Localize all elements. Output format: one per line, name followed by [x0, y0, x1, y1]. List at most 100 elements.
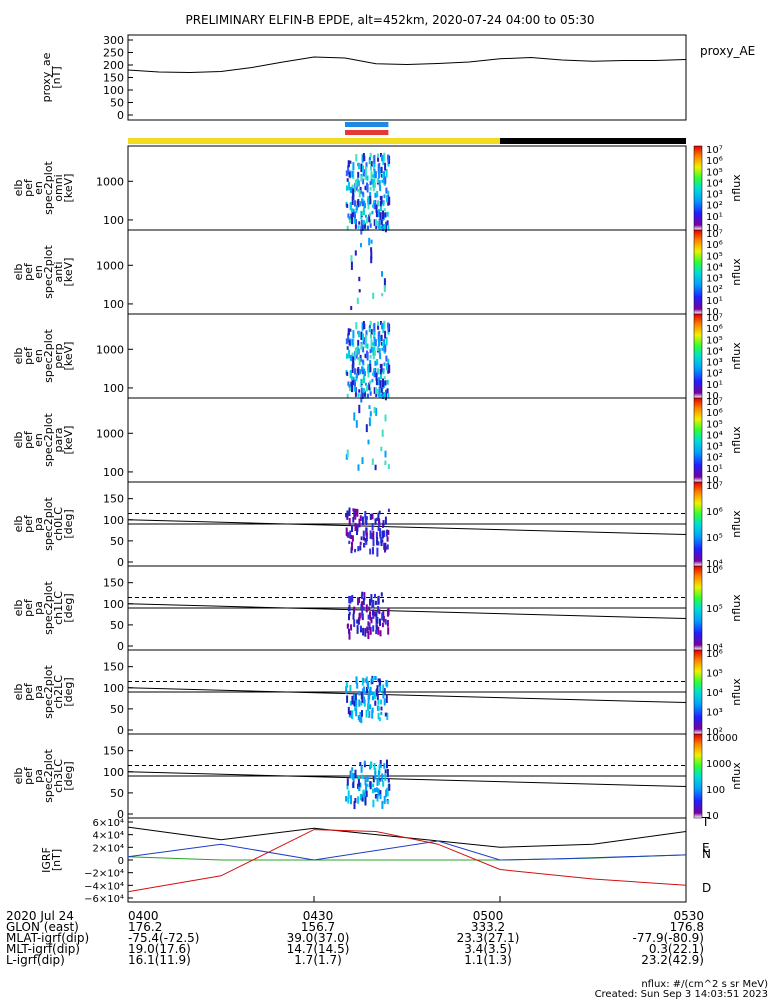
spec-pixel: [380, 393, 383, 397]
spec-pixel: [366, 175, 369, 181]
spec-pixel: [359, 625, 362, 630]
ytick-igrf-5: 4×10⁴: [93, 831, 124, 842]
spec-pixel: [358, 276, 361, 282]
cb-tick-omni-6: 10⁶: [706, 156, 723, 167]
spec-pixel: [383, 171, 385, 181]
spec-pixel: [382, 781, 385, 787]
spec-pixel: [362, 207, 365, 216]
spec-pixel: [371, 709, 374, 719]
footer-val-4-3: 23.2(42.9): [641, 953, 704, 967]
spec-pixel: [369, 223, 372, 228]
spec-pixel: [385, 337, 388, 346]
spec-pixel: [363, 686, 366, 695]
spec-pixel: [357, 199, 360, 208]
spec-pixel: [373, 368, 375, 373]
spec-pixel: [348, 384, 351, 388]
spec-pixel: [373, 154, 376, 164]
spec-pixel: [366, 626, 369, 632]
cb-tick-ch0-1: 10⁵: [706, 533, 723, 544]
cb-tick-omni-3: 10³: [706, 190, 723, 201]
spec-pixel: [366, 783, 369, 788]
spec-pixel: [377, 224, 380, 229]
cb-label-ch3: nflux: [730, 762, 743, 790]
ytick-igrf-0: −6×10⁴: [84, 894, 124, 905]
spec-pixel: [362, 220, 365, 224]
spec-pixel: [348, 349, 350, 359]
spec-pixel: [347, 797, 350, 804]
ytick-ae-6: 300: [103, 34, 124, 47]
ylabel-ch3-1: pef: [22, 766, 35, 785]
cb-tick-perp-7: 10⁷: [706, 313, 723, 324]
spec-pixel: [361, 688, 364, 698]
units-note: nflux: #/(cm^2 s sr MeV): [641, 979, 768, 990]
spec-pixel: [375, 787, 378, 793]
spec-pixel: [346, 695, 349, 703]
ytick-ch3-1: 50: [110, 787, 124, 800]
spec-pixel: [357, 796, 360, 804]
spec-pixel: [382, 520, 385, 527]
spec-pixel: [349, 700, 352, 706]
spec-pixel: [354, 250, 357, 256]
spec-pixel: [379, 794, 382, 800]
spec-pixel: [386, 211, 389, 217]
pa-lower-line-ch3: [127, 771, 687, 788]
spec-pixel: [370, 247, 373, 252]
cb-tick-ch1-0: 10⁴: [706, 643, 723, 654]
ylabel-perp-5: [keV]: [62, 342, 75, 371]
spec-pixel: [352, 188, 355, 197]
cb-label-ch2: nflux: [730, 678, 743, 706]
spec-pixel: [363, 200, 366, 207]
cb-tick-anti-5: 10⁵: [706, 251, 723, 262]
spec-pixel: [353, 386, 356, 392]
spec-pixel: [379, 185, 382, 192]
spec-pixel: [368, 405, 371, 410]
spec-pixel: [362, 375, 365, 384]
spec-pixel: [362, 627, 365, 636]
spec-pixel: [385, 530, 388, 537]
spec-pixel: [368, 382, 371, 391]
spec-pixel: [354, 224, 357, 229]
spec-pixel: [348, 181, 350, 191]
spec-pixel: [362, 606, 365, 611]
spec-pixel: [348, 518, 351, 526]
spec-pixel: [376, 191, 379, 198]
spec-pixel: [362, 169, 365, 177]
spec-pixel: [369, 324, 371, 328]
spec-pixel: [360, 219, 363, 226]
spec-pixel: [383, 224, 386, 231]
spec-pixel: [346, 225, 349, 231]
spec-pixel: [372, 342, 375, 346]
spec-pixel: [386, 220, 389, 226]
ylabel-anti-5: [keV]: [62, 258, 75, 287]
spec-pixel: [381, 154, 383, 162]
spec-pixel: [387, 190, 390, 195]
spec-pixel: [385, 389, 387, 394]
spec-pixel: [347, 333, 350, 343]
spec-pixel: [379, 375, 382, 379]
cb-tick-perp-2: 10²: [706, 369, 723, 380]
spec-pixel: [383, 688, 386, 696]
spec-pixel: [381, 612, 384, 621]
spec-pixel: [348, 340, 351, 346]
orbit-bar-yellow: [128, 138, 500, 144]
spec-pixel: [360, 163, 363, 170]
spec-pixel: [376, 359, 379, 366]
ytick-ch1-2: 100: [103, 598, 124, 611]
spec-pixel: [351, 352, 354, 359]
spec-pixel: [351, 541, 353, 551]
spec-pixel: [357, 393, 360, 397]
spec-pixel: [361, 457, 364, 464]
spec-pixel: [372, 547, 374, 555]
spec-pixel: [381, 347, 384, 351]
spec-pixel: [368, 158, 371, 165]
spec-pixel: [369, 355, 372, 359]
spec-pixel: [348, 172, 351, 178]
cb-tick-ch2-3: 10⁵: [706, 669, 723, 680]
spec-pixel: [372, 530, 375, 539]
spec-pixel: [366, 343, 369, 349]
spec-pixel: [379, 353, 382, 360]
spec-pixel: [346, 353, 348, 359]
ytick-perp-0: 100: [103, 382, 124, 395]
ylabel-ch3-0: elb: [12, 768, 25, 785]
spec-pixel: [353, 619, 356, 627]
